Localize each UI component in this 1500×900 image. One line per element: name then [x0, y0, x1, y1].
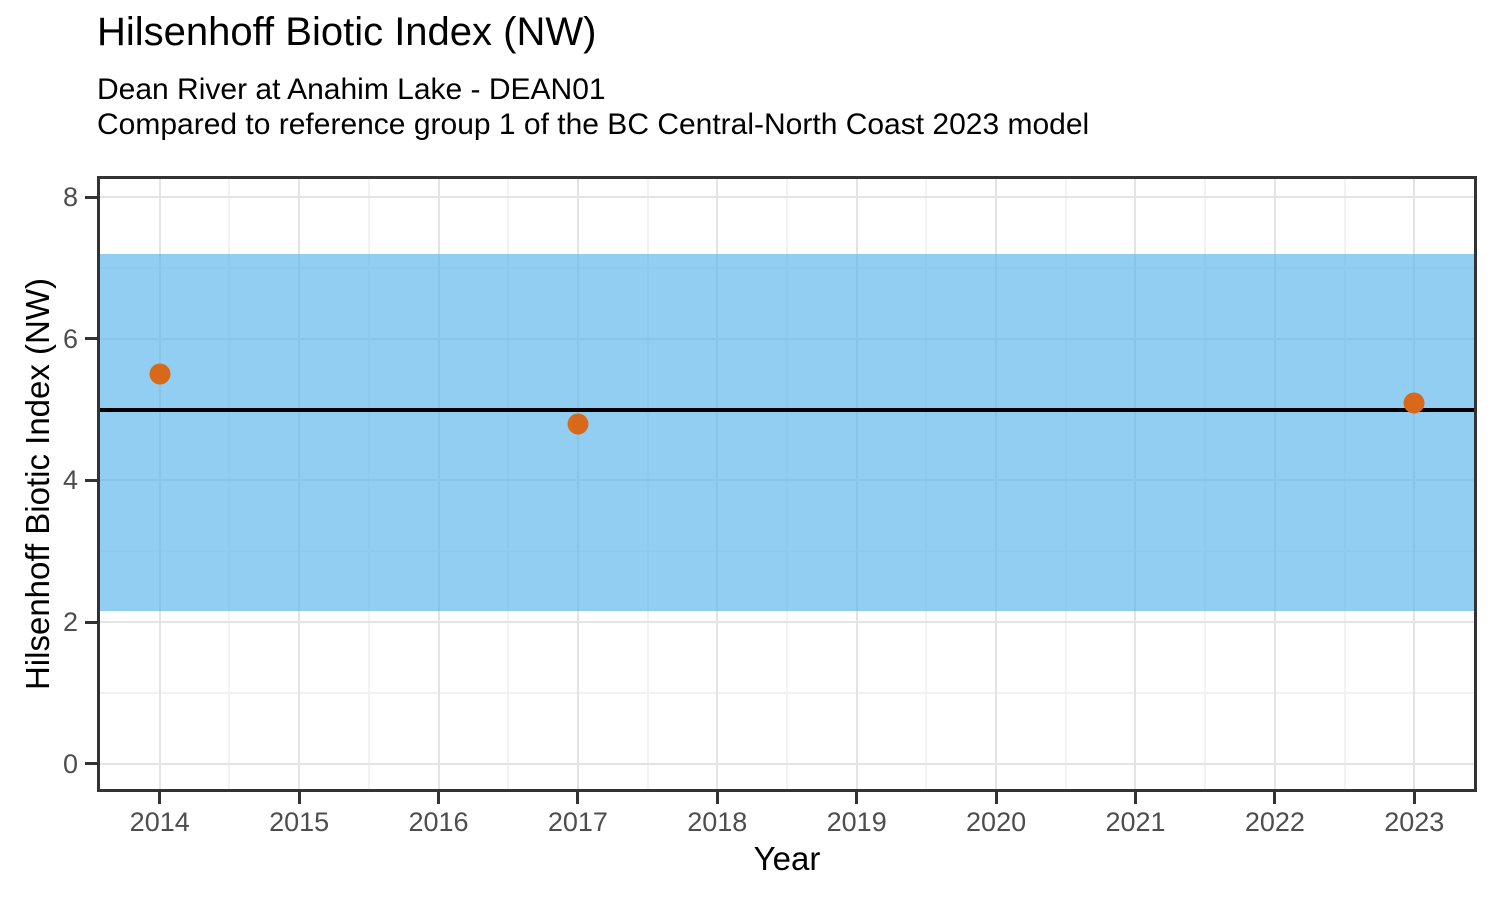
x-tick-2021: [1133, 792, 1137, 804]
chart-subtitle-line2: Compared to reference group 1 of the BC …: [97, 108, 1090, 141]
y-tick-label-8: 8: [62, 182, 78, 213]
chart-subtitle: Dean River at Anahim Lake - DEAN01 Compa…: [97, 72, 1089, 142]
x-tick-label-2015: 2015: [269, 807, 330, 837]
chart-title: Hilsenhoff Biotic Index (NW): [97, 10, 597, 54]
gridline-y-8: [97, 196, 1477, 199]
x-tick-2016: [437, 792, 440, 804]
plot-panel: [97, 176, 1477, 792]
reference-band: [97, 253, 1477, 612]
y-tick-label-2: 2: [62, 607, 78, 638]
y-tick-6: [85, 337, 97, 341]
x-tick-label-2019: 2019: [826, 807, 887, 837]
x-tick-2015: [297, 792, 301, 804]
x-tick-label-2020: 2020: [966, 807, 1027, 837]
x-tick-label-2017: 2017: [547, 807, 608, 837]
x-tick-2017: [576, 792, 580, 804]
y-tick-label-4: 4: [62, 465, 78, 496]
y-tick-0: [85, 762, 97, 766]
data-point-2017: [567, 413, 589, 435]
chart-subtitle-line1: Dean River at Anahim Lake - DEAN01: [97, 73, 606, 106]
x-tick-2022: [1273, 792, 1277, 804]
y-tick-label-0: 0: [62, 748, 78, 779]
data-point-2014: [149, 363, 171, 385]
x-tick-label-2021: 2021: [1105, 807, 1166, 837]
y-tick-label-6: 6: [62, 323, 78, 354]
gridline-y-0: [97, 762, 1477, 765]
x-tick-2014: [158, 792, 162, 804]
gridline-y-minor-1: [97, 691, 1477, 694]
x-tick-label-2018: 2018: [687, 807, 748, 837]
x-tick-2023: [1412, 792, 1416, 804]
x-tick-2018: [715, 792, 719, 804]
x-tick-label-2023: 2023: [1384, 807, 1445, 837]
x-tick-label-2014: 2014: [129, 807, 190, 837]
x-tick-2019: [855, 792, 859, 804]
x-axis-title: Year: [753, 840, 821, 877]
y-tick-2: [85, 620, 97, 624]
reference-mean-line: [97, 407, 1477, 412]
data-point-2023: [1403, 392, 1425, 414]
x-tick-2020: [994, 792, 998, 804]
y-tick-8: [85, 195, 97, 199]
x-tick-label-2016: 2016: [408, 807, 469, 837]
gridline-y-2: [97, 621, 1477, 624]
x-tick-label-2022: 2022: [1244, 807, 1305, 837]
y-tick-4: [85, 478, 97, 482]
